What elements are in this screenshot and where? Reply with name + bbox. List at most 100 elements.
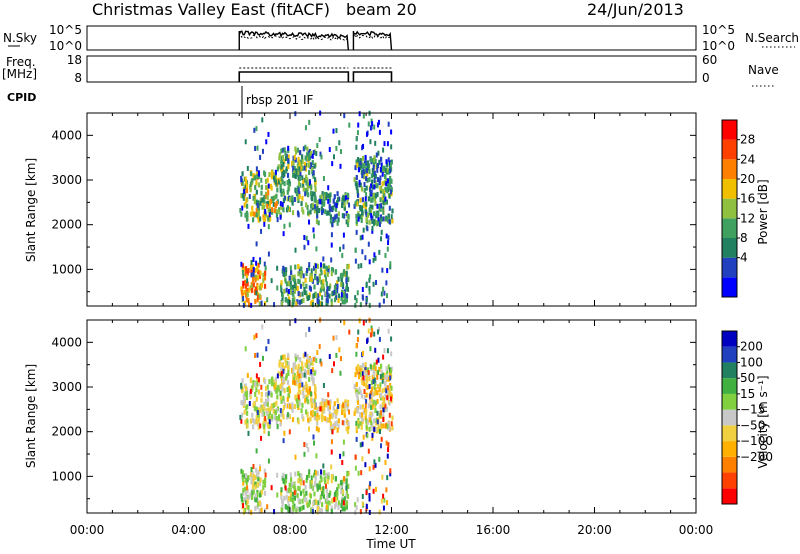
power-echo-cell <box>360 169 363 175</box>
velocity-echo-cell <box>304 484 307 490</box>
power-echo-cell <box>357 213 360 219</box>
velocity-echo-cell <box>304 394 307 400</box>
velocity-echo-cell <box>328 500 331 506</box>
velocity-echo-cell <box>280 366 283 372</box>
power-echo-cell <box>316 199 319 205</box>
velocity-echo-cell <box>255 373 258 379</box>
power-echo-cell <box>328 285 331 291</box>
velocity-echo-cell <box>383 380 386 386</box>
velocity-echo-cell <box>365 383 368 389</box>
power-echo-cell <box>244 292 248 298</box>
power-echo-cell <box>385 215 388 221</box>
power-echo-cell <box>354 165 357 171</box>
velocity-echo-cell <box>256 491 259 497</box>
power-echo-cell <box>270 196 273 202</box>
power-echo-cell <box>268 172 271 178</box>
velocity-echo-cell <box>373 402 377 408</box>
power-echo-cell <box>386 141 389 147</box>
velocity-echo-cell <box>308 426 311 432</box>
velocity-echo-cell <box>337 500 341 506</box>
power-echo-cell <box>386 246 389 252</box>
velocity-echo-cell <box>257 389 261 395</box>
velocity-echo-cell <box>376 427 379 433</box>
power-echo-cell <box>304 277 307 283</box>
power-echo-cell <box>247 297 250 303</box>
velocity-echo-cell <box>262 485 265 491</box>
velocity-echo-cell <box>284 363 288 369</box>
velocity-echo-cell <box>389 375 392 381</box>
velocity-echo-cell <box>373 331 376 337</box>
velocity-echo-cell <box>378 366 381 372</box>
power-echo-cell <box>327 198 330 204</box>
velocity-echo-cell <box>322 408 326 414</box>
velocity-echo-cell <box>388 371 392 377</box>
velocity-echo-cell <box>294 471 297 477</box>
velocity-echo-cell <box>279 421 282 427</box>
velocity-echo-cell <box>255 497 258 503</box>
cpid-program: rbsp 201 IF <box>246 93 313 107</box>
velocity-echo-cell <box>252 478 255 484</box>
velocity-echo-cell <box>291 481 294 487</box>
power-echo-cell <box>261 204 264 210</box>
y-tick-label: 2000 <box>51 425 82 439</box>
velocity-echo-cell <box>257 424 260 430</box>
velocity-echo-cell <box>380 443 383 449</box>
velocity-echo-cell <box>384 403 387 409</box>
power-echo-cell <box>280 204 283 210</box>
velocity-echo-cell <box>294 356 298 362</box>
velocity-echo-cell <box>365 503 368 509</box>
velocity-echo-cell <box>276 373 279 379</box>
velocity-echo-cell <box>307 417 310 423</box>
velocity-echo-cell <box>332 423 335 429</box>
velocity-echo-cell <box>311 373 314 379</box>
nave-label: Nave <box>748 63 779 77</box>
power-echo-cell <box>360 263 363 269</box>
velocity-echo-cell <box>300 477 304 483</box>
power-echo-cell <box>355 218 358 224</box>
power-echo-cell <box>266 200 270 206</box>
power-echo-cell <box>248 287 251 293</box>
velocity-echo-cell <box>359 509 362 515</box>
velocity-echo-cell <box>320 486 323 492</box>
velocity-echo-cell <box>354 502 357 508</box>
power-echo-cell <box>296 147 299 153</box>
velocity-echo-cell <box>254 382 257 388</box>
power-echo-cell <box>343 268 346 274</box>
power-echo-cell <box>313 195 316 201</box>
power-echo-cell <box>381 165 384 171</box>
power-echo-cell <box>345 297 348 303</box>
velocity-echo-cell <box>378 387 381 393</box>
velocity-echo-cell <box>382 423 385 429</box>
velocity-echo-cell <box>247 504 250 510</box>
velocity-echo-cell <box>289 496 292 502</box>
velocity-echo-cell <box>311 360 314 366</box>
velocity-echo-cell <box>298 383 302 389</box>
power-echo-cell <box>300 201 303 207</box>
velocity-echo-cell <box>287 371 290 377</box>
velocity-echo-cell <box>371 411 374 417</box>
velocity-echo-cell <box>386 500 389 506</box>
velocity-echo-cell <box>302 480 305 486</box>
velocity-echo-cell <box>375 400 378 406</box>
power-echo-cell <box>267 183 270 189</box>
velocity-echo-cell <box>308 359 311 365</box>
velocity-echo-cell <box>307 502 311 508</box>
velocity-echo-cell <box>303 368 307 374</box>
power-echo-cell <box>301 154 304 160</box>
velocity-echo-cell <box>367 370 370 376</box>
velocity-echo-cell <box>242 490 245 496</box>
velocity-echo-cell <box>298 398 301 404</box>
power-colorbar-segment <box>722 120 737 140</box>
velocity-echo-cell <box>333 491 337 497</box>
velocity-echo-cell <box>281 505 284 511</box>
power-echo-cell <box>246 278 249 284</box>
velocity-echo-cell <box>371 386 374 392</box>
power-echo-cell <box>370 124 373 130</box>
velocity-echo-cell <box>360 376 363 382</box>
nsky-trace <box>352 30 393 51</box>
power-echo-cell <box>257 269 260 275</box>
power-echo-cell <box>376 220 379 226</box>
velocity-echo-cell <box>366 419 370 425</box>
power-echo-cell <box>294 157 297 163</box>
